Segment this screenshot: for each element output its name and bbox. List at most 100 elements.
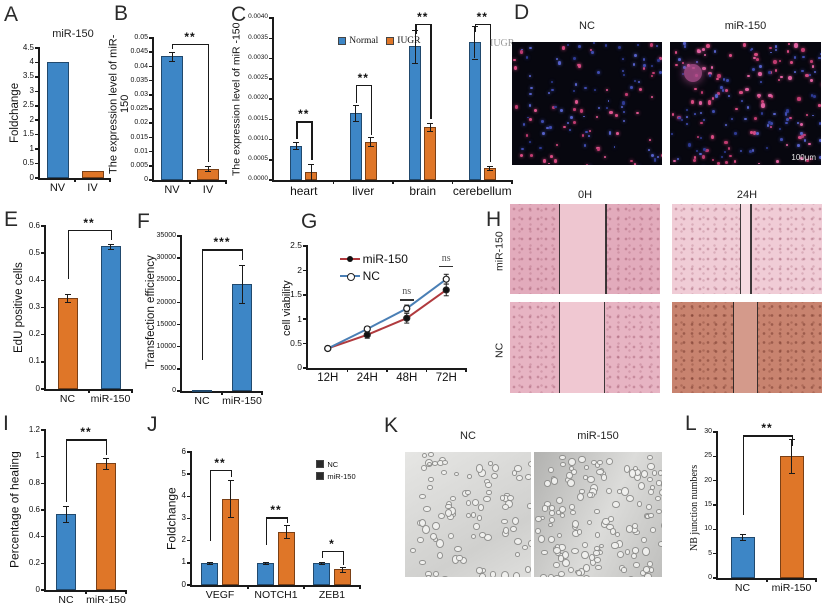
fluorescent-cell [678, 116, 681, 120]
fluorescent-cell [758, 71, 762, 76]
panel-b-letter: B [114, 2, 129, 25]
fluorescent-cell [751, 149, 754, 152]
ns-underline [439, 265, 454, 268]
fluorescent-cell [779, 127, 782, 130]
y-axis-tick [41, 589, 46, 591]
cell [501, 571, 510, 577]
cell [586, 519, 592, 525]
error-bar [742, 533, 743, 540]
y-axis-tick [713, 577, 718, 579]
y-tick-label: 1 [297, 313, 302, 324]
fluorescent-cell [629, 159, 633, 163]
fluorescent-cell [574, 83, 578, 86]
error-cap [169, 52, 175, 54]
fluorescent-cell [717, 92, 720, 95]
error-cap [103, 468, 109, 470]
fluorescent-cell [550, 155, 553, 159]
y-tick-label: 0 [35, 584, 40, 594]
fluorescent-cell [618, 46, 621, 49]
y-axis-tick [149, 37, 154, 39]
fluorescent-cell [596, 115, 599, 119]
y-tick-label: 15000 [156, 320, 176, 328]
y-axis-tick [187, 451, 192, 453]
error-bar [209, 561, 210, 565]
y-axis-tick [177, 235, 182, 237]
cell [576, 492, 585, 501]
fluorescent-cell [605, 88, 609, 92]
bar [161, 56, 183, 180]
sig-label: *** [213, 235, 231, 250]
fluorescent-cell [708, 71, 712, 75]
x-category-label: miR-150 [222, 395, 262, 407]
cell [649, 526, 657, 533]
error-cap [367, 137, 374, 139]
sig-bracket-leg [286, 517, 288, 523]
cell [621, 567, 627, 573]
scratch-line [558, 204, 561, 294]
legend-label: Normal [349, 35, 379, 46]
error-bar [791, 439, 792, 474]
cell [527, 460, 531, 467]
fluorescent-cell [700, 91, 703, 94]
error-cap [293, 148, 300, 150]
y-tick-label: 4 [29, 57, 34, 67]
cell [502, 503, 509, 510]
panel-g-chart: 0 0.5 1 1.5 2 2.5 12H 24H 48H 72H ns ns miR-150 NC [290, 241, 467, 384]
error-cap [107, 248, 114, 250]
y-axis-tick [713, 455, 718, 458]
fluorescent-cell [650, 65, 653, 68]
cell [561, 550, 570, 560]
cell [421, 525, 430, 535]
panel-f-letter: F [137, 210, 150, 233]
error-cap [64, 293, 71, 295]
fluorescent-cell [551, 89, 554, 92]
y-tick-label: 0 [708, 574, 712, 582]
y-axis-tick [187, 517, 192, 520]
bar [46, 62, 69, 178]
x-axis-tick [261, 391, 263, 395]
cell [562, 559, 570, 568]
y-tick-label: 0.0035 [248, 33, 268, 41]
y-tick-label: 6 [181, 446, 186, 456]
error-cap [283, 538, 290, 540]
cell [512, 572, 521, 577]
panel-h-row-label-nc: NC [493, 342, 506, 358]
cell [428, 452, 434, 457]
cell [525, 474, 531, 480]
cell [556, 496, 564, 505]
y-axis-tick [149, 51, 154, 53]
y-tick-label: 0 [181, 579, 186, 589]
fluorescent-cell [615, 132, 619, 135]
y-axis-tick [149, 136, 154, 139]
fluorescent-cell [622, 119, 626, 123]
cell [581, 542, 588, 549]
cell [605, 488, 612, 495]
y-axis-tick [35, 47, 40, 49]
fluorescent-cell [513, 66, 517, 70]
fluorescent-cell [637, 44, 640, 47]
cell [568, 503, 575, 511]
sig-bracket-line [742, 435, 792, 437]
error-bar [207, 165, 209, 172]
legend-swatch [316, 472, 325, 481]
y-axis-tick [713, 479, 718, 482]
fluorescent-cell [578, 64, 582, 68]
x-axis-tick [766, 578, 768, 582]
cell [473, 523, 480, 530]
x-category-label: NC [194, 395, 210, 407]
legend-label: IUGR [397, 35, 421, 46]
cell [655, 495, 662, 501]
error-bar [489, 165, 491, 170]
fluorescent-cell [692, 158, 697, 162]
x-axis-tick [359, 585, 361, 589]
y-tick-label: 2 [297, 264, 302, 275]
fluorescent-cell [613, 145, 616, 148]
fluorescent-cell [598, 106, 601, 109]
cell [557, 570, 565, 577]
x-category-label: 24H [356, 372, 378, 384]
cell [582, 575, 591, 577]
fluorescent-cell [528, 75, 531, 77]
y-axis-tick [41, 429, 46, 431]
cell [575, 569, 583, 577]
fluorescent-cell [699, 152, 702, 155]
